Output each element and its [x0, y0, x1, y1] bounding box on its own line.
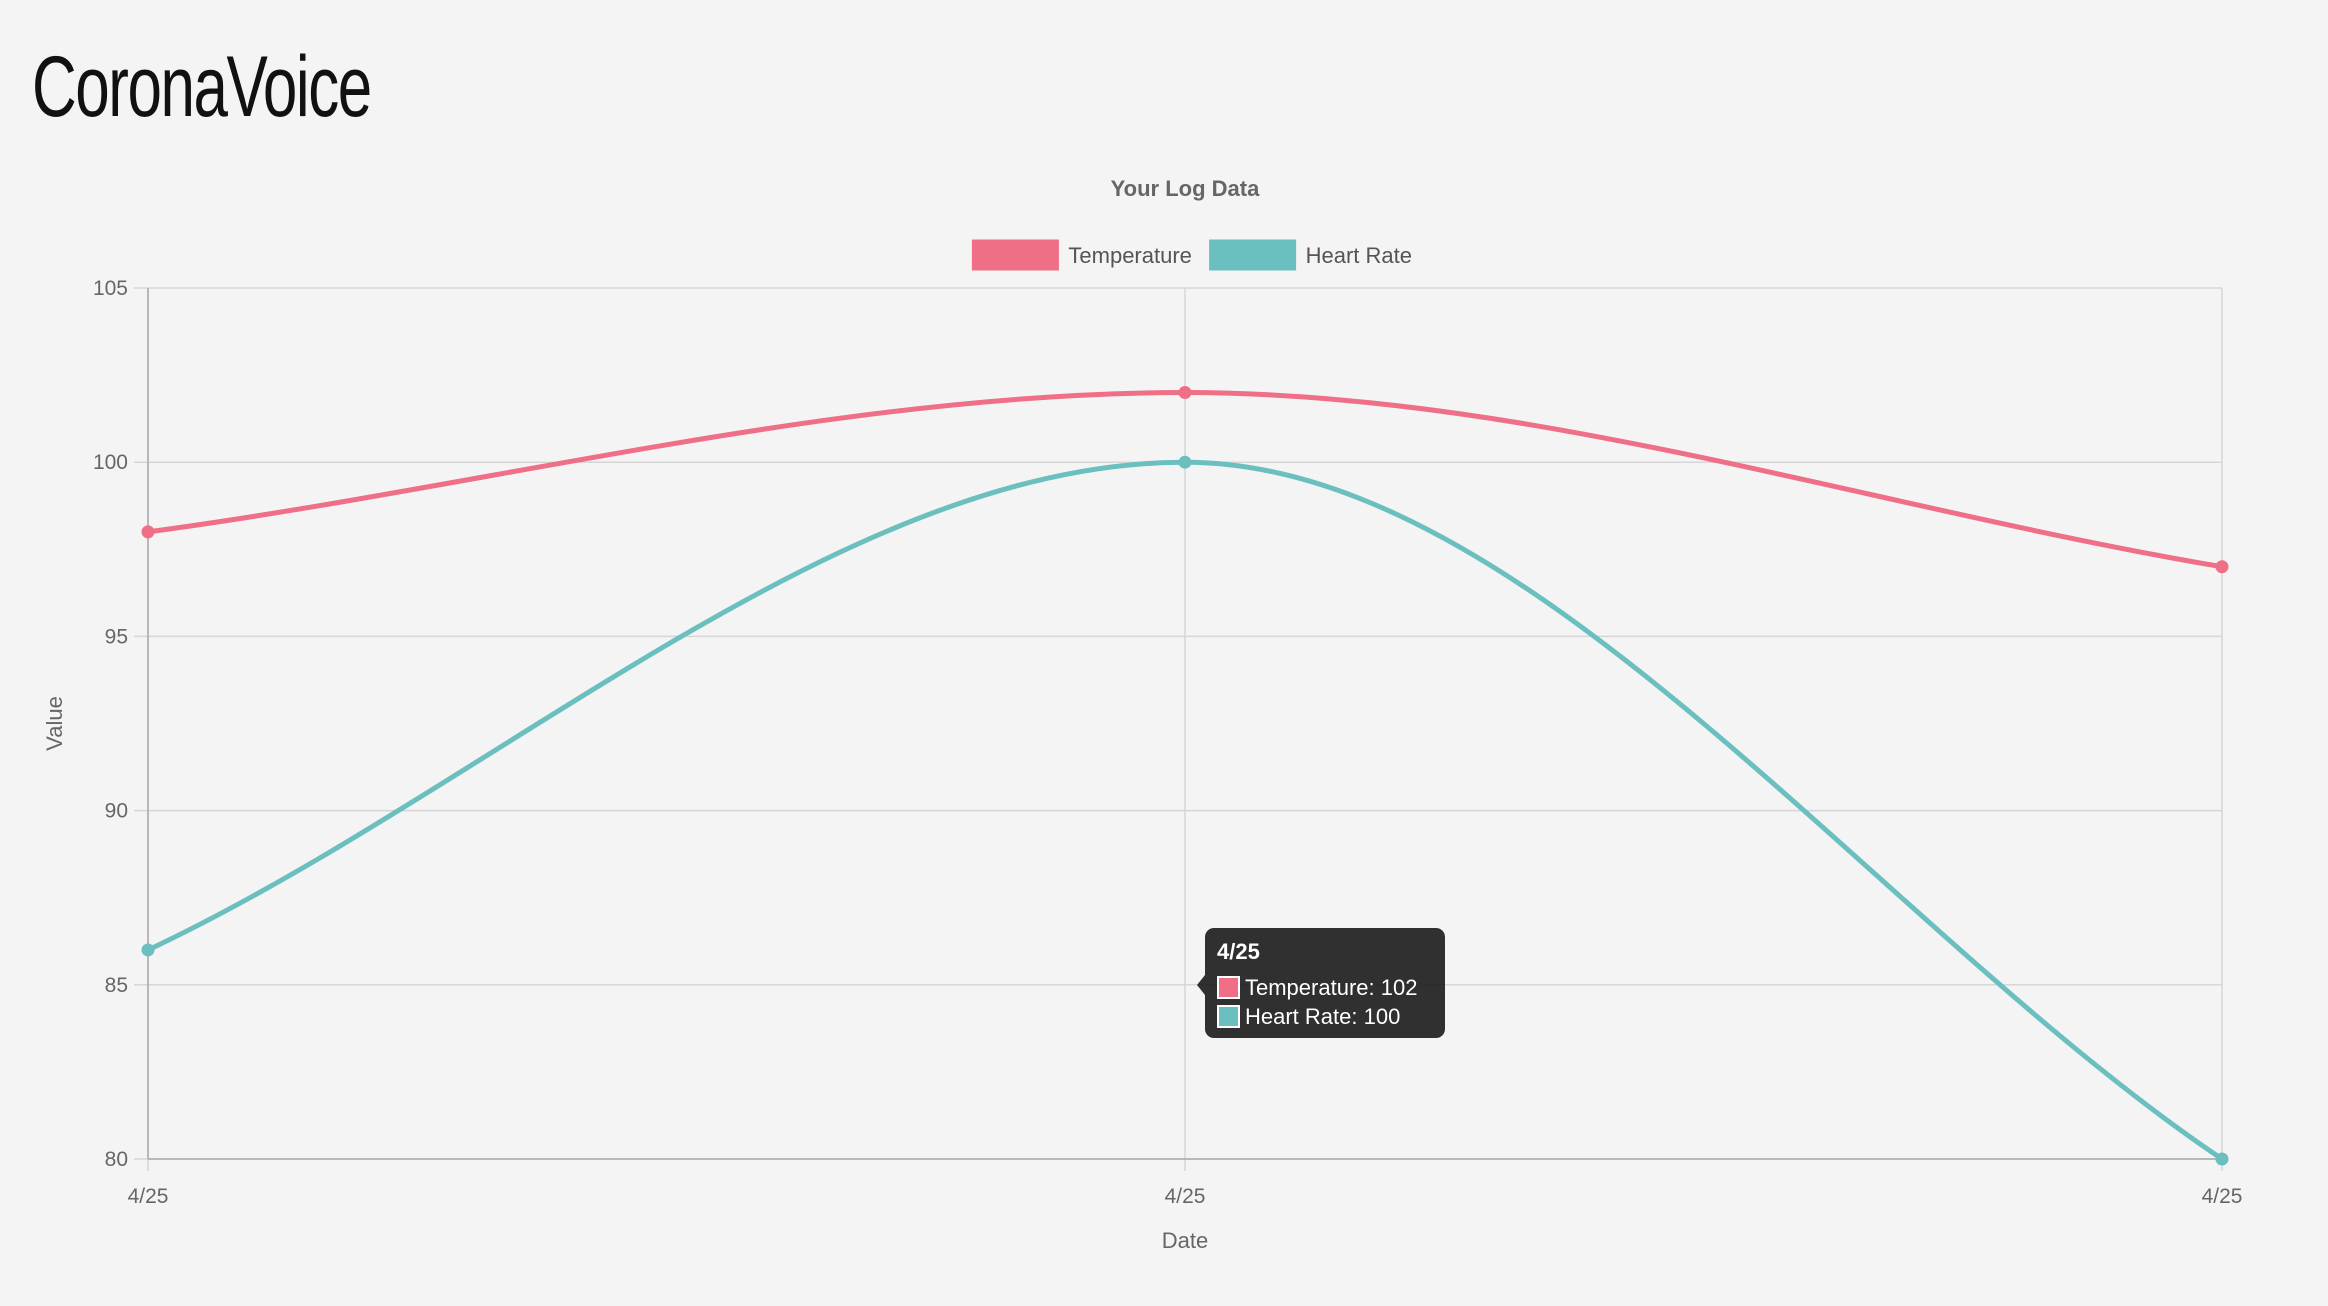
- axes: 80 85 90 95 100 105 4/25 4/25 4/25 Date Value: [42, 277, 2242, 1253]
- tooltip-title: 4/25: [1217, 939, 1260, 964]
- x-tick-label: 4/25: [128, 1185, 169, 1208]
- data-point-heart-rate[interactable]: [141, 943, 155, 957]
- y-tick-label: 90: [105, 800, 128, 823]
- series-heart-rate[interactable]: [141, 455, 2229, 1166]
- legend-swatch: [1209, 239, 1297, 271]
- data-point-heart-rate[interactable]: [1178, 455, 1192, 469]
- legend-label: Temperature: [1068, 243, 1192, 268]
- x-axis-title: Date: [1162, 1228, 1208, 1253]
- data-point-temperature[interactable]: [141, 525, 155, 539]
- data-point-heart-rate[interactable]: [2215, 1152, 2229, 1166]
- y-tick-label: 105: [93, 277, 128, 300]
- tooltip-swatch: [1217, 1005, 1240, 1028]
- legend-swatch: [971, 239, 1059, 271]
- tooltip-swatch: [1217, 976, 1240, 999]
- app-title: CoronaVoice: [32, 39, 372, 135]
- y-tick-label: 80: [105, 1148, 128, 1171]
- legend-item-heart-rate[interactable]: Heart Rate: [1209, 239, 1412, 271]
- tooltip: 4/25 Temperature: 102 Heart Rate: 100: [1197, 928, 1445, 1038]
- legend-label: Heart Rate: [1306, 243, 1412, 268]
- legend-item-temperature[interactable]: Temperature: [971, 239, 1192, 271]
- chart-title: Your Log Data: [1111, 176, 1260, 201]
- tooltip-line: Heart Rate: 100: [1245, 1004, 1400, 1029]
- tooltip-caret: [1197, 975, 1205, 995]
- data-point-temperature[interactable]: [1178, 386, 1192, 400]
- series-layer[interactable]: [141, 386, 2229, 1166]
- x-tick-label: 4/25: [2202, 1185, 2243, 1208]
- tooltip-line: Temperature: 102: [1245, 975, 1417, 1000]
- y-tick-label: 95: [105, 625, 128, 648]
- y-axis-title: Value: [42, 696, 67, 751]
- x-tick-label: 4/25: [1165, 1185, 1206, 1208]
- series-temperature[interactable]: [141, 386, 2229, 574]
- tooltip-box: [1205, 928, 1445, 1038]
- legend[interactable]: Temperature Heart Rate: [971, 239, 1412, 271]
- grid: [134, 287, 2223, 1171]
- y-tick-label: 85: [105, 974, 128, 997]
- data-point-temperature[interactable]: [2215, 560, 2229, 574]
- y-tick-label: 100: [93, 451, 128, 474]
